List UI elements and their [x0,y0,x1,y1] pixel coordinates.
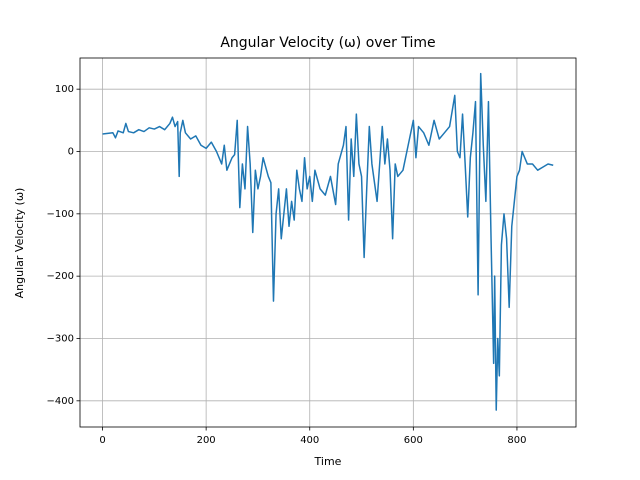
y-axis-label: Angular Velocity (ω) [13,188,26,299]
y-tick-label: −400 [47,396,74,407]
y-tick-label: 100 [55,84,74,95]
y-tick-label: 0 [68,146,74,157]
plot-frame [79,57,577,428]
x-tick-label: 200 [197,435,216,446]
x-tick-label: 0 [99,435,105,446]
y-tick-label: −100 [47,209,74,220]
y-tick-label: −200 [47,271,74,282]
x-tick-label: 800 [507,435,526,446]
x-axis-label: Time [314,455,342,468]
data-line [102,72,554,411]
x-tick-label: 400 [300,435,319,446]
x-tick-label: 600 [404,435,423,446]
chart-title: Angular Velocity (ω) over Time [220,35,435,51]
y-tick-label: −300 [47,333,74,344]
